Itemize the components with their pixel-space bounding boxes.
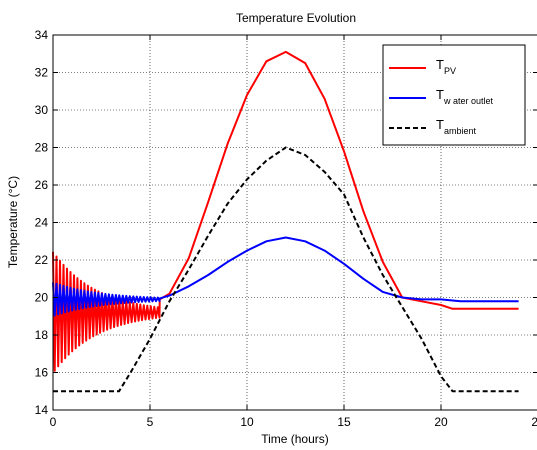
legend-label-main: T xyxy=(436,87,444,102)
y-tick-label: 26 xyxy=(35,178,49,192)
series-layer xyxy=(52,50,519,393)
y-tick-label: 22 xyxy=(35,253,49,267)
legend-label-main: T xyxy=(436,57,444,72)
y-tick-label: 32 xyxy=(35,66,49,80)
x-tick-label: 15 xyxy=(337,415,351,429)
x-tick-label: 25 xyxy=(531,415,537,429)
y-tick-label: 34 xyxy=(35,28,49,42)
grid-lines xyxy=(53,35,537,410)
x-tick-label: 5 xyxy=(147,415,154,429)
legend-label-main: T xyxy=(436,117,444,132)
legend-label: Tambient xyxy=(436,117,476,136)
legend-label-sub: w ater outlet xyxy=(443,96,494,106)
series-line-0 xyxy=(52,50,519,372)
legend-label-sub: ambient xyxy=(444,126,477,136)
x-tick-label: 20 xyxy=(434,415,448,429)
series-line-1 xyxy=(52,236,519,317)
y-tick-label: 20 xyxy=(35,291,49,305)
legend-label: Tw ater outlet xyxy=(436,87,493,106)
series-line-2 xyxy=(53,146,519,393)
legend-label: TPV xyxy=(436,57,456,76)
y-tick-label: 24 xyxy=(35,216,49,230)
axis-ticks: 0 5 10 15 20 25 14 16 18 20 22 24 26 28 30 32 34 xyxy=(35,28,537,429)
y-tick-label: 30 xyxy=(35,103,49,117)
x-tick-label: 0 xyxy=(50,415,57,429)
y-tick-label: 16 xyxy=(35,366,49,380)
x-tick-label: 10 xyxy=(240,415,254,429)
x-axis-label: Time (hours) xyxy=(261,432,329,446)
chart-title: Temperature Evolution xyxy=(236,11,356,25)
y-axis-label: Temperature (°C) xyxy=(6,176,20,268)
y-tick-label: 18 xyxy=(35,328,49,342)
y-tick-label: 28 xyxy=(35,141,49,155)
legend-label-sub: PV xyxy=(444,66,456,76)
y-tick-label: 14 xyxy=(35,403,49,417)
